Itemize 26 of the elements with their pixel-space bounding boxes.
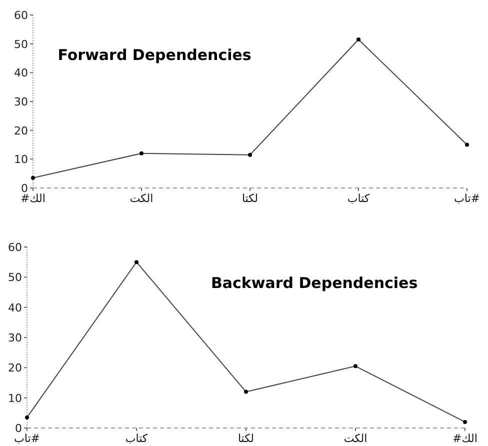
y-tick-label: 40 [8,301,22,314]
y-tick-label: 20 [8,362,22,375]
text: Backward Dependencies [210,274,418,292]
y-tick-label: 10 [8,392,22,405]
y-tick-label: 40 [14,66,28,80]
x-tick-label: كتاب [125,432,148,445]
y-tick-label: 10 [14,153,28,166]
x-tick-label: لكتا [238,432,254,445]
y-tick-label: 0 [21,182,28,195]
y-tick-label: 30 [8,332,22,344]
x-tick-label: الكت [130,192,154,205]
y-tick-label: 60 [8,241,22,254]
x-tick-label: لكتا [242,192,258,205]
x-tick-label: تاب# [454,192,480,205]
y-tick-label: 50 [14,38,28,51]
text: Forward Dependencies [58,46,252,64]
x-tick-label: كتاب [347,192,370,205]
y-tick-label: 20 [14,124,28,138]
y-tick-label: 60 [14,9,28,22]
x-tick-label: تاب# [14,432,40,445]
y-tick-label: 30 [14,96,28,108]
x-tick-label: #الك [452,432,478,445]
x-tick-label: الكت [344,432,368,445]
x-tick-label: #الك [20,192,46,205]
y-tick-label: 50 [8,271,22,284]
y-tick-label: 0 [15,422,22,435]
